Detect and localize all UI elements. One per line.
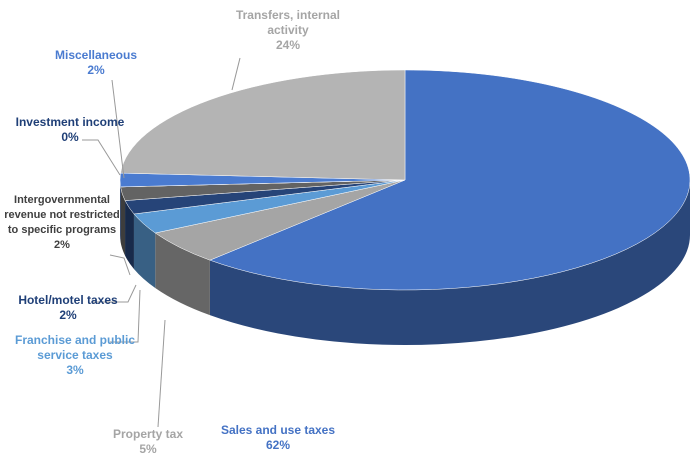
- leader-lines: [82, 57, 241, 428]
- leader-line: [109, 254, 131, 276]
- percent-label: 3%: [66, 363, 84, 377]
- slice-side: [155, 232, 210, 316]
- percent-label: 5%: [139, 442, 157, 455]
- data-label: Investment income 0%: [0, 115, 140, 145]
- percent-label: 2%: [87, 63, 105, 77]
- category-name: Investment income: [15, 115, 125, 129]
- leader-line: [82, 139, 121, 176]
- percent-label: 2%: [54, 239, 70, 251]
- percent-label: 24%: [275, 38, 301, 52]
- pie-slice: [120, 69, 406, 181]
- pie-slice: [209, 69, 691, 291]
- leader-line: [157, 319, 166, 428]
- category-name: Sales and use taxes: [220, 423, 336, 437]
- category-name: Franchise and public service taxes: [14, 333, 136, 362]
- data-label: Intergovernmental revenue not restricted…: [0, 193, 124, 253]
- slice-sides: [120, 180, 691, 345]
- slice-side: [120, 186, 126, 256]
- slice-side: [125, 200, 134, 269]
- category-name: Transfers, internal activity: [235, 8, 341, 37]
- leader-line: [111, 79, 125, 179]
- data-label: Transfers, internal activity 24%: [218, 8, 358, 53]
- category-name: Intergovernmental revenue not restricted…: [4, 194, 120, 236]
- data-label: Franchise and public service taxes 3%: [0, 333, 150, 378]
- slice-side: [120, 180, 121, 242]
- category-name: Hotel/motel taxes: [18, 293, 118, 307]
- leader-line: [110, 289, 141, 343]
- percent-label: 62%: [265, 438, 291, 452]
- data-label: Sales and use taxes 62%: [198, 423, 358, 453]
- slice-side: [133, 213, 156, 288]
- leader-line: [92, 284, 137, 303]
- slice-tops: [119, 69, 691, 291]
- percent-label: 2%: [59, 308, 77, 322]
- data-label: Property tax 5%: [88, 427, 208, 455]
- leader-line: [231, 57, 241, 91]
- slice-side: [209, 180, 691, 345]
- category-name: Miscellaneous: [54, 48, 138, 62]
- category-name: Property tax: [112, 427, 184, 441]
- data-label: Miscellaneous 2%: [31, 48, 161, 78]
- data-label: Hotel/motel taxes 2%: [0, 293, 138, 323]
- percent-label: 0%: [61, 130, 79, 144]
